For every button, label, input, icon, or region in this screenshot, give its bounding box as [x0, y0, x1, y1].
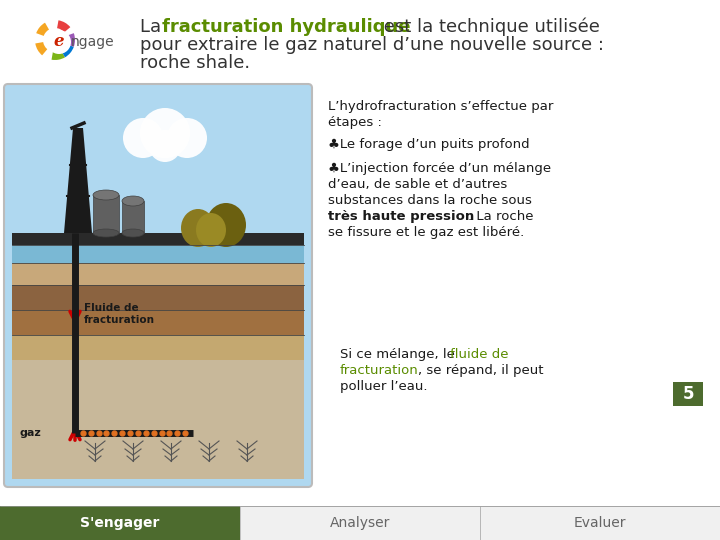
- Wedge shape: [61, 44, 73, 57]
- Text: d’eau, de sable et d’autres: d’eau, de sable et d’autres: [328, 178, 508, 191]
- Bar: [12, 285, 304, 310]
- Bar: [122, 201, 144, 233]
- Text: fluide de: fluide de: [450, 348, 508, 361]
- Text: polluer l’eau.: polluer l’eau.: [340, 380, 428, 393]
- Text: substances dans la roche sous: substances dans la roche sous: [328, 194, 532, 207]
- Circle shape: [47, 30, 71, 54]
- Text: gaz: gaz: [20, 428, 42, 438]
- Circle shape: [140, 108, 190, 158]
- Text: est la technique utilisée: est la technique utilisée: [378, 18, 600, 37]
- Text: ngage: ngage: [71, 35, 114, 49]
- Ellipse shape: [122, 196, 144, 206]
- Text: fracturation: fracturation: [340, 364, 419, 377]
- Wedge shape: [66, 33, 75, 47]
- Text: fracturation hydraulique: fracturation hydraulique: [162, 18, 410, 36]
- Bar: [673, 382, 703, 406]
- FancyBboxPatch shape: [4, 84, 312, 487]
- Circle shape: [149, 130, 181, 162]
- Text: S'engager: S'engager: [81, 516, 160, 530]
- Bar: [223, 225, 229, 233]
- Text: L’hydrofracturation s’effectue par: L’hydrofracturation s’effectue par: [328, 100, 554, 113]
- Bar: [12, 263, 304, 285]
- Bar: [12, 233, 304, 245]
- Bar: [12, 310, 304, 335]
- Ellipse shape: [122, 229, 144, 237]
- Text: , se répand, il peut: , se répand, il peut: [418, 364, 544, 377]
- Wedge shape: [52, 50, 65, 60]
- Bar: [208, 230, 214, 233]
- Bar: [0, 506, 240, 540]
- Text: Analyser: Analyser: [330, 516, 390, 530]
- Circle shape: [123, 118, 163, 158]
- Ellipse shape: [196, 213, 226, 247]
- Bar: [480, 506, 720, 540]
- Polygon shape: [64, 128, 92, 233]
- Text: Evaluer: Evaluer: [574, 516, 626, 530]
- Text: roche shale.: roche shale.: [140, 54, 250, 72]
- Wedge shape: [57, 21, 71, 32]
- Text: pour extraire le gaz naturel d’une nouvelle source :: pour extraire le gaz naturel d’une nouve…: [140, 36, 604, 54]
- Text: se fissure et le gaz est libéré.: se fissure et le gaz est libéré.: [328, 226, 524, 239]
- Text: La: La: [140, 18, 167, 36]
- Ellipse shape: [181, 209, 215, 247]
- Ellipse shape: [93, 229, 119, 237]
- Text: ♣Le forage d’un puits profond: ♣Le forage d’un puits profond: [328, 138, 530, 151]
- Text: très haute pression: très haute pression: [328, 210, 474, 223]
- Wedge shape: [35, 42, 48, 55]
- Bar: [195, 228, 201, 233]
- Bar: [93, 195, 119, 233]
- Bar: [12, 335, 304, 360]
- Bar: [240, 506, 480, 540]
- Text: . La roche: . La roche: [468, 210, 534, 223]
- Bar: [12, 360, 304, 479]
- Text: 5: 5: [683, 385, 694, 403]
- Text: étapes :: étapes :: [328, 116, 382, 129]
- Wedge shape: [36, 23, 49, 36]
- Text: Fluide de
fracturation: Fluide de fracturation: [84, 303, 155, 325]
- Bar: [12, 245, 304, 263]
- Text: ♣L’injection forcée d’un mélange: ♣L’injection forcée d’un mélange: [328, 162, 551, 175]
- Ellipse shape: [93, 190, 119, 200]
- Circle shape: [167, 118, 207, 158]
- Text: e: e: [54, 33, 64, 51]
- Text: Si ce mélange, le: Si ce mélange, le: [340, 348, 459, 361]
- Ellipse shape: [206, 203, 246, 247]
